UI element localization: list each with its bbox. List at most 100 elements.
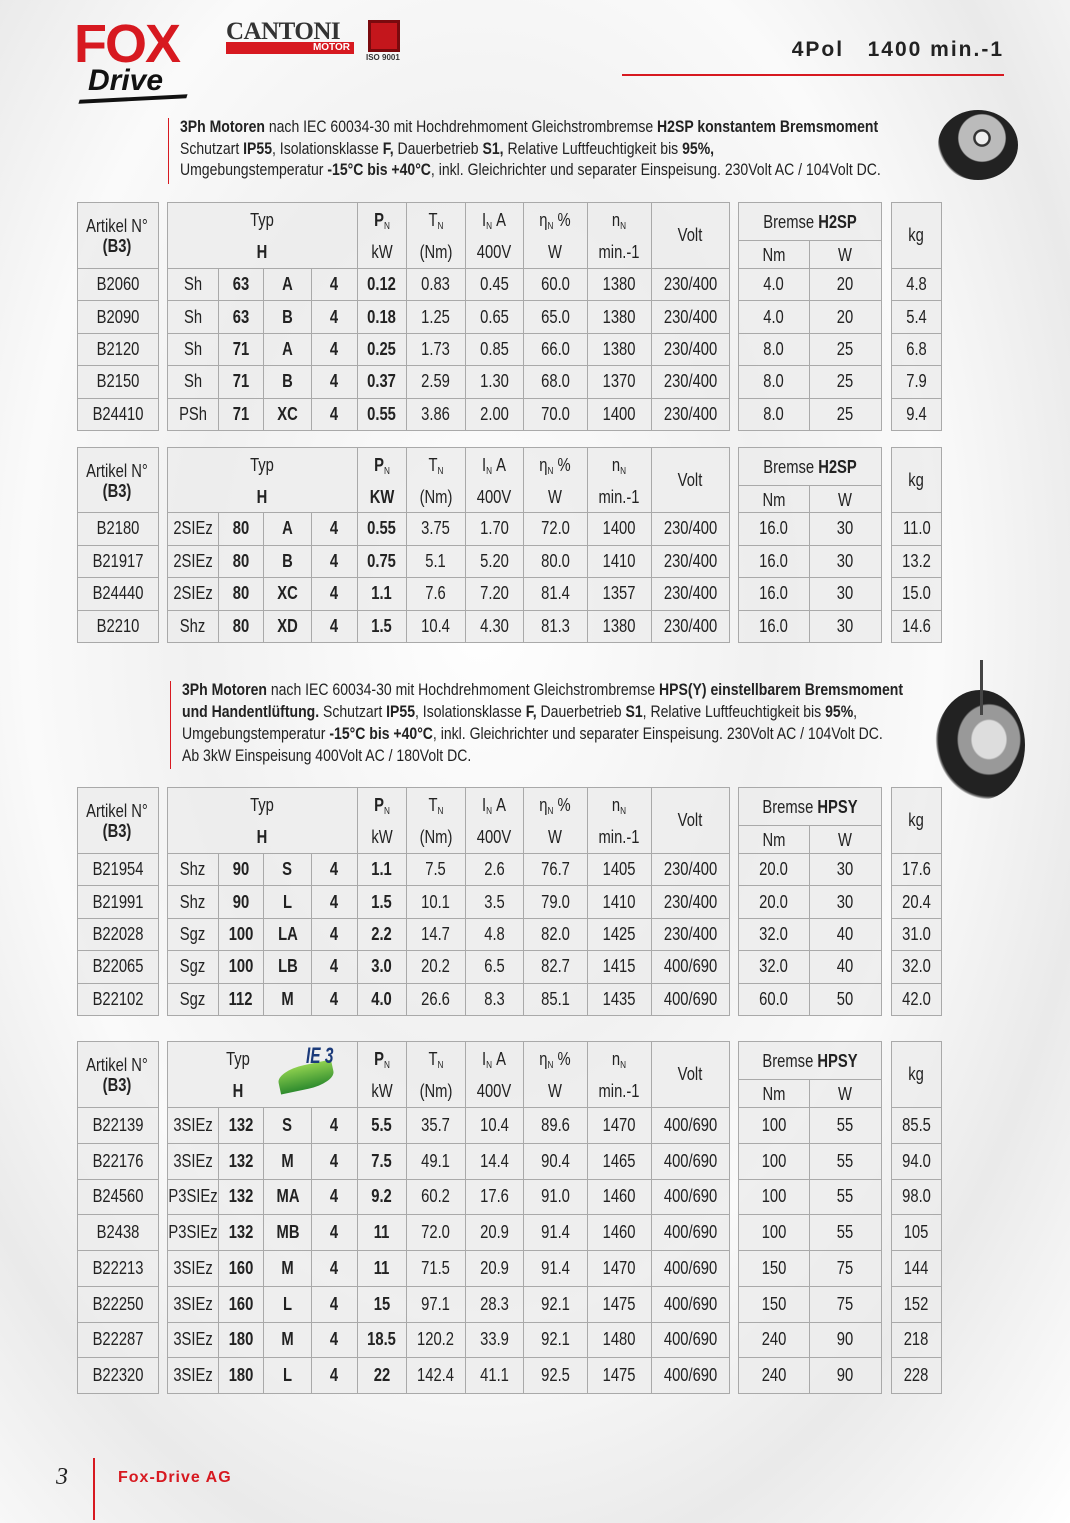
table-cell: 1475 <box>587 1357 652 1394</box>
cell-text: 100 <box>761 1114 787 1135</box>
header-text: H <box>232 1081 244 1101</box>
table-cell: 230/400 <box>651 332 730 367</box>
cell-text: 230/400 <box>663 583 718 604</box>
table-cell: 20.0 <box>738 853 810 887</box>
table-cell: 26.6 <box>406 982 466 1016</box>
cell-text: 3SIEz <box>173 1257 213 1278</box>
cell-text: XC <box>277 403 298 424</box>
table-cell: 92.1 <box>523 1321 588 1359</box>
cell-text: 2.00 <box>480 403 509 424</box>
cell-text: B22320 <box>92 1365 144 1386</box>
table-cell: 400/690 <box>651 1142 730 1180</box>
intro-text: nach IEC 60034-30 mit Hochdrehmoment Gle… <box>264 118 658 136</box>
subscript: N <box>437 806 443 817</box>
cell-text: 132 <box>228 1150 254 1171</box>
cell-text: 20 <box>837 274 854 295</box>
header-unit: min.-1 <box>598 827 640 847</box>
intro-text: , Relative Luftfeuchtigkeit bis <box>642 703 826 721</box>
table-cell: 230/400 <box>651 885 730 919</box>
table-cell: 49.1 <box>406 1142 466 1180</box>
table-cell: 42.0 <box>891 982 942 1016</box>
cell-text: 81.4 <box>541 583 570 604</box>
cell-text: 20.0 <box>759 891 789 912</box>
cell-text: 91.4 <box>541 1257 570 1278</box>
table-cell: 1400 <box>587 512 652 546</box>
intro-text: F, <box>382 139 394 158</box>
header-unit: min.-1 <box>598 487 640 507</box>
table-cell: 230/400 <box>651 300 730 334</box>
cell-text: 15.0 <box>902 583 931 604</box>
table-cell: 89.6 <box>523 1107 588 1144</box>
cell-text: 240 <box>761 1365 787 1386</box>
cell-text: 120.2 <box>417 1329 455 1350</box>
table-cell: 81.4 <box>523 577 588 611</box>
cell-text: 6.8 <box>906 338 927 359</box>
header-cell <box>77 787 159 854</box>
table-cell: 81.3 <box>523 609 588 643</box>
table-cell: 3SIEz <box>167 1285 219 1323</box>
header-cell <box>523 787 588 854</box>
table-cell: 25 <box>809 365 882 399</box>
cell-text: 8.0 <box>763 403 785 424</box>
table-cell: 4 <box>311 853 358 887</box>
header-unit: W <box>838 245 852 265</box>
cell-text: 5.4 <box>906 306 927 327</box>
cell-text: 1460 <box>603 1186 636 1207</box>
table-cell: Shz <box>167 885 219 919</box>
cell-text: 1380 <box>603 274 636 295</box>
header-text: Artikel N° <box>86 1055 148 1075</box>
cell-text: 76.7 <box>541 859 570 880</box>
intro-rule <box>170 681 171 769</box>
header-text: Bremse HPSY <box>762 1051 857 1071</box>
table-cell: 9.2 <box>357 1178 407 1216</box>
table-cell: B21954 <box>77 853 159 887</box>
subscript: N <box>437 1060 443 1071</box>
cell-text: Shz <box>180 615 206 636</box>
table-cell: L <box>263 885 312 919</box>
cell-text: 230/400 <box>663 518 718 539</box>
cell-text: Sgz <box>180 923 206 944</box>
table-cell: 75 <box>809 1250 882 1287</box>
table-cell: 1.1 <box>357 577 407 611</box>
table-cell: 4 <box>311 397 358 431</box>
cell-text: 0.18 <box>367 306 397 327</box>
table-cell: 400/690 <box>651 982 730 1016</box>
cell-text: 17.6 <box>480 1186 509 1207</box>
header-cell <box>167 787 358 854</box>
cell-text: 1480 <box>603 1329 636 1350</box>
table-cell: 230/400 <box>651 917 730 952</box>
table-cell: B <box>263 544 312 578</box>
page-number: 3 <box>56 1464 68 1490</box>
table-cell: B2060 <box>77 268 159 302</box>
table-cell: 91.4 <box>523 1250 588 1287</box>
table-cell: 72.0 <box>523 512 588 546</box>
cell-text: 0.55 <box>367 518 397 539</box>
table-cell: 30 <box>809 885 882 919</box>
table-cell: XC <box>263 397 312 431</box>
cell-text: 4 <box>330 518 339 539</box>
header-text: Bremse HPSY <box>762 797 857 817</box>
cell-text: B2120 <box>96 338 140 359</box>
cell-text: 3SIEz <box>173 1329 213 1350</box>
header-cell <box>406 202 466 269</box>
cell-text: 5.1 <box>425 550 447 571</box>
header-cell <box>651 202 730 269</box>
cell-text: LA <box>277 923 298 944</box>
header-unit: W <box>548 1081 562 1101</box>
table-cell: 20.9 <box>465 1214 524 1251</box>
table-cell: 4.8 <box>891 268 942 302</box>
cell-text: 105 <box>904 1222 929 1243</box>
cell-text: 25 <box>837 371 854 392</box>
table-cell: 33.9 <box>465 1321 524 1359</box>
cell-text: 400/690 <box>663 1365 718 1386</box>
table-cell: 4 <box>311 1285 358 1323</box>
subscript: N <box>383 1060 390 1071</box>
table-cell: 25 <box>809 332 882 367</box>
intro-text: Dauerbetrieb <box>393 139 483 158</box>
cell-text: 8.0 <box>763 371 785 392</box>
cell-text: 90.4 <box>541 1150 570 1171</box>
cell-text: 68.0 <box>541 371 570 392</box>
brake-type: HPSY <box>817 797 858 817</box>
cell-text: 2SIEz <box>173 518 213 539</box>
cell-text: 65.0 <box>541 306 570 327</box>
